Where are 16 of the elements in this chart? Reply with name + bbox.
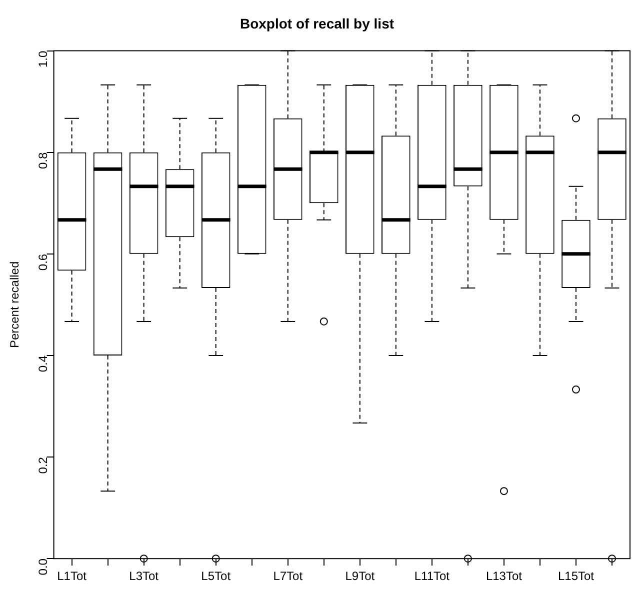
y-tick-label: 0.8 xyxy=(36,152,50,170)
chart-title: Boxplot of recall by list xyxy=(240,15,394,32)
x-tick-label: L15Tot xyxy=(558,569,595,584)
x-tick-label: L11Tot xyxy=(414,569,450,584)
y-tick-label: 1.0 xyxy=(36,50,50,68)
y-tick-label: 0.4 xyxy=(36,355,50,372)
x-tick-label: L9Tot xyxy=(345,569,376,584)
y-axis-title: Percent recalled xyxy=(8,261,22,348)
x-tick-label: L7Tot xyxy=(273,569,304,584)
x-tick-label: L13Tot xyxy=(486,569,523,584)
y-tick-label: 0.2 xyxy=(36,456,50,474)
x-tick-label: L3Tot xyxy=(129,569,160,584)
y-tick-label: 0.6 xyxy=(36,254,50,271)
y-tick-label: 0.0 xyxy=(36,558,50,576)
x-tick-label: L5Tot xyxy=(201,569,232,584)
x-tick-label: L1Tot xyxy=(57,569,88,584)
